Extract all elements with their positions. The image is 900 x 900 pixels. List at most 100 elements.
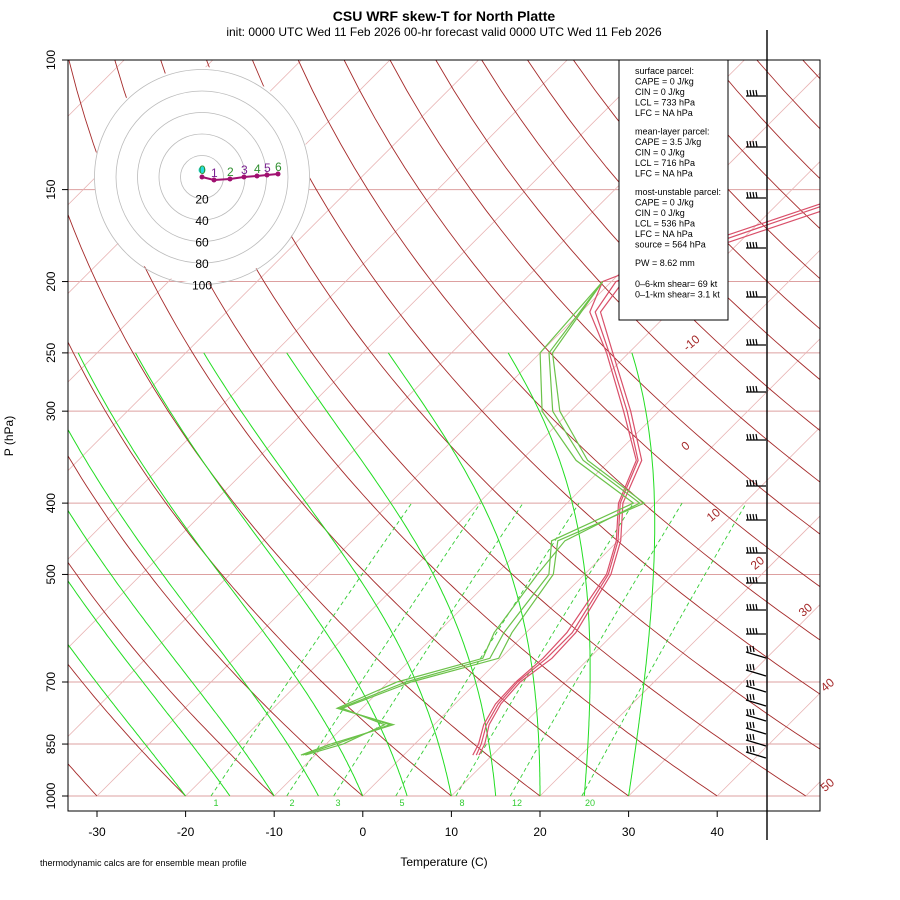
- stats-line: LFC = NA hPa: [635, 108, 693, 118]
- moist-adiabat-line: [507, 352, 591, 797]
- wind-barb-flag: [746, 191, 749, 199]
- dry-adiabat-line: [68, 663, 186, 797]
- y-tick-label: 400: [44, 493, 58, 513]
- wind-barb-flag: [749, 479, 752, 487]
- wind-barb-flag: [752, 433, 755, 441]
- stats-line: surface parcel:: [635, 66, 694, 76]
- moist-adiabat-line: [68, 509, 275, 797]
- wind-barb-flag: [752, 89, 755, 97]
- dry-adiabat-line: [435, 60, 820, 483]
- wind-barb-flag: [755, 433, 758, 441]
- hodograph-height-label: 2: [227, 165, 234, 179]
- footnote: thermodynamic calcs are for ensemble mea…: [40, 858, 247, 868]
- wind-barb-flag: [752, 645, 755, 653]
- wind-barb-flag: [752, 576, 755, 584]
- wind-barb-flag: [755, 290, 758, 298]
- y-axis-label: P (hPa): [2, 416, 16, 456]
- dry-adiabat-line: [160, 60, 807, 797]
- dry-adiabat-line: [68, 341, 452, 797]
- wind-barb-flag: [752, 385, 755, 393]
- isotherm-line: [68, 60, 479, 472]
- dry-adiabat-line: [68, 561, 275, 797]
- stats-line: LFC = NA hPa: [635, 229, 693, 239]
- wind-barb-flag: [746, 693, 749, 701]
- hodograph-point: [254, 173, 260, 179]
- isotherm-label: 50: [818, 775, 837, 795]
- wind-barb-flag: [749, 693, 752, 701]
- isotherm-line: [539, 515, 820, 797]
- hodograph-height-label: 6: [275, 160, 282, 174]
- dry-adiabat-line: [297, 60, 820, 641]
- wind-barb-flag: [755, 546, 758, 554]
- y-tick-label: 850: [44, 734, 58, 754]
- wind-barb-flag: [746, 679, 749, 687]
- wind-barb-flag: [752, 627, 755, 635]
- stats-line: mean-layer parcel:: [635, 127, 710, 137]
- dry-adiabat-line: [206, 60, 820, 750]
- stats-line: CIN = 0 J/kg: [635, 87, 685, 97]
- wind-barb-flag: [749, 290, 752, 298]
- wind-barb-flag: [749, 645, 752, 653]
- mixing-ratio-line: [509, 502, 683, 797]
- isotherm-line: [628, 604, 820, 797]
- dry-adiabat-line: [481, 60, 820, 432]
- wind-barb-flag: [755, 603, 758, 611]
- wind-barb-flag: [752, 663, 755, 671]
- mixing-ratio-label: 12: [512, 798, 522, 808]
- stats-box-frame: [618, 59, 729, 321]
- wind-barb-flag: [749, 385, 752, 393]
- wind-barb-flag: [755, 89, 758, 97]
- x-tick-label: 10: [445, 825, 459, 839]
- mixing-ratio-label: 2: [289, 798, 294, 808]
- wind-barb-flag: [749, 708, 752, 716]
- wind-barb-flag: [752, 603, 755, 611]
- hodograph-ring: [94, 69, 310, 285]
- x-tick-label: 30: [622, 825, 636, 839]
- dry-adiabat-line: [527, 60, 820, 381]
- wind-barb-flag: [746, 645, 749, 653]
- wind-barb-flag: [746, 140, 749, 148]
- dewpoint-profile-line: [305, 281, 646, 756]
- stats-line: CIN = 0 J/kg: [635, 148, 685, 158]
- wind-barb: [745, 727, 767, 735]
- wind-barb-flag: [749, 576, 752, 584]
- stats-shear6: 0–6-km shear= 69 kt: [635, 279, 718, 289]
- stats-line: LCL = 733 hPa: [635, 98, 695, 108]
- wind-barb-flag: [749, 191, 752, 199]
- hodograph-point: [275, 171, 281, 177]
- moist-adiabat-line: [387, 352, 541, 796]
- mixing-ratio-label: 20: [585, 798, 595, 808]
- dry-adiabat-line: [343, 60, 820, 588]
- y-tick-label: 300: [44, 401, 58, 421]
- wind-barb-flag: [746, 241, 749, 249]
- wind-barb-flag: [749, 745, 752, 753]
- x-tick-label: 20: [533, 825, 547, 839]
- mixing-ratio-label: 3: [335, 798, 340, 808]
- wind-barbs: [745, 30, 768, 840]
- dry-adiabat-line: [114, 60, 718, 797]
- stats-line: source = 564 hPa: [635, 240, 706, 250]
- moist-adiabat-line: [77, 352, 364, 797]
- wind-barb: [745, 685, 767, 693]
- wind-barb-flag: [749, 338, 752, 346]
- wind-barb-flag: [749, 140, 752, 148]
- wind-barb-flag: [755, 140, 758, 148]
- profile-lines: [300, 203, 820, 756]
- dewpoint-profile-line: [300, 281, 641, 756]
- isotherm-line: [68, 60, 214, 206]
- hodograph-ring-label: 20: [195, 193, 209, 207]
- dry-adiabat-line: [849, 60, 900, 796]
- wind-barb-flag: [752, 513, 755, 521]
- wind-barb-flag: [755, 241, 758, 249]
- wind-barb: [745, 669, 767, 677]
- stats-line: LCL = 716 hPa: [635, 158, 695, 168]
- hodograph-ring: [180, 155, 224, 199]
- hodograph-height-label: 1: [211, 166, 218, 180]
- wind-barb-flag: [752, 479, 755, 487]
- stats-line: LFC = NA hPa: [635, 169, 693, 179]
- hodograph-point: [199, 174, 205, 180]
- moist-adiabat-line: [68, 643, 187, 797]
- wind-barb-flag: [746, 708, 749, 716]
